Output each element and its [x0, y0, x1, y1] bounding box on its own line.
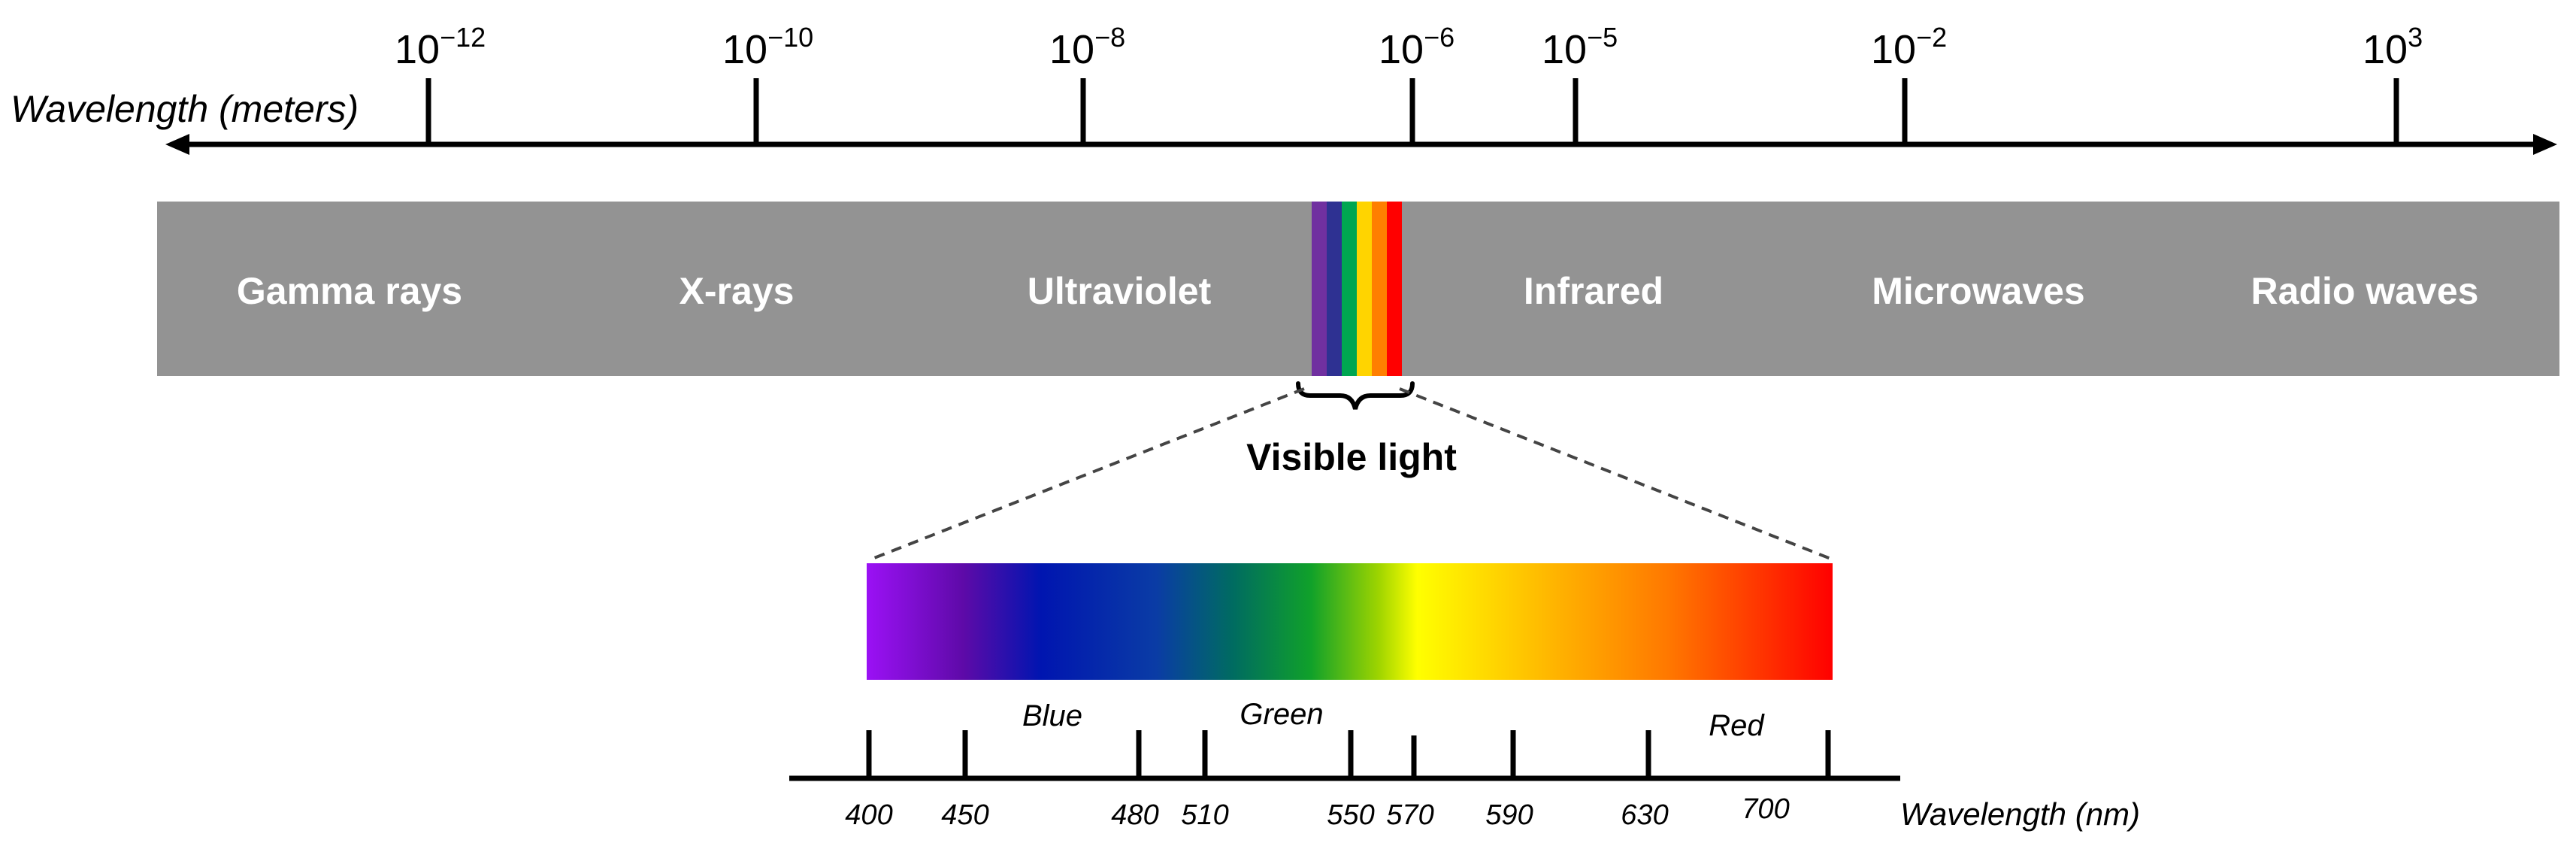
- top-axis-tick-label: 103: [2363, 22, 2423, 72]
- top-axis-tick: 10−12: [395, 22, 486, 144]
- visible-stripe: [1372, 202, 1387, 376]
- top-axis-tick-label: 10−8: [1049, 22, 1125, 72]
- visible-stripe: [1327, 202, 1342, 376]
- top-axis-tick-label: 10−10: [722, 22, 813, 72]
- nm-axis-tick-label: 510: [1181, 799, 1228, 831]
- visible-stripe: [1312, 202, 1327, 376]
- top-axis-tick-label: 10−2: [1871, 22, 1947, 72]
- top-axis-tick: 10−5: [1542, 22, 1618, 144]
- nm-axis-tick: 480: [1111, 730, 1159, 831]
- zoom-line-left: [870, 387, 1305, 561]
- nm-axis-tick: 590: [1485, 730, 1533, 831]
- color-name-blue: Blue: [1022, 699, 1082, 732]
- visible-stripe: [1342, 202, 1357, 376]
- brace-icon: [1296, 381, 1415, 410]
- band-label: X-rays: [680, 270, 795, 312]
- visible-light-stripes: [1312, 202, 1402, 376]
- color-names: Blue Green Red: [1022, 698, 1765, 742]
- nm-axis-tick-label: 590: [1485, 799, 1533, 831]
- nm-axis-tick: 400: [845, 730, 893, 831]
- band-label: Infrared: [1524, 270, 1663, 312]
- nm-axis-tick-label: 630: [1621, 799, 1668, 831]
- nm-wavelength-axis: 400 450 480 510 550 570 590 630 700 Wavelength (…: [789, 730, 2140, 832]
- top-axis-tick: 10−8: [1049, 22, 1125, 144]
- band-label: Ultraviolet: [1028, 270, 1212, 312]
- top-axis-tick: 10−10: [722, 22, 813, 144]
- visible-stripe: [1387, 202, 1402, 376]
- top-axis-tick: 10−2: [1871, 22, 1947, 144]
- visible-light-title: Visible light: [1246, 436, 1457, 478]
- nm-axis-tick: 570: [1386, 735, 1434, 831]
- top-wavelength-axis: Wavelength (meters) 10−12 10−10 10−8 10−6 10…: [11, 22, 2557, 155]
- nm-axis-tick-label: 450: [941, 799, 988, 831]
- top-axis-tick: 103: [2363, 22, 2423, 144]
- nm-axis-tick: 510: [1181, 730, 1229, 831]
- nm-axis-tick: 630: [1621, 730, 1669, 831]
- visible-light-callout: Visible light: [870, 381, 1833, 561]
- nm-axis-tick-label: 480: [1111, 799, 1158, 831]
- nm-axis-tick-label: 400: [845, 799, 892, 831]
- band-label: Microwaves: [1872, 270, 2084, 312]
- band-label: Gamma rays: [237, 270, 462, 312]
- left-arrowhead-icon: [165, 134, 189, 155]
- nm-axis-title: Wavelength (nm): [1900, 796, 2140, 832]
- nm-axis-tick-label: 550: [1327, 799, 1374, 831]
- top-axis-tick-label: 10−12: [395, 22, 486, 72]
- nm-axis-tick: 550: [1327, 730, 1375, 831]
- top-axis-tick: 10−6: [1379, 22, 1454, 144]
- top-axis-tick-label: 10−6: [1379, 22, 1454, 72]
- visible-spectrum-gradient: [867, 563, 1833, 680]
- nm-axis-tick-label: 700: [1742, 793, 1789, 825]
- color-name-green: Green: [1240, 698, 1323, 731]
- top-axis-title: Wavelength (meters): [11, 88, 359, 130]
- top-axis-tick-label: 10−5: [1542, 22, 1618, 72]
- color-name-red: Red: [1709, 709, 1765, 742]
- nm-axis-tick-label: 570: [1386, 799, 1433, 831]
- zoom-line-right: [1399, 387, 1833, 561]
- visible-stripe: [1357, 202, 1372, 376]
- band-label: Radio waves: [2251, 270, 2479, 312]
- nm-axis-tick: 450: [941, 730, 989, 831]
- spectrum-band: Gamma rays X-rays Ultraviolet Infrared Micro…: [157, 202, 2559, 376]
- right-arrowhead-icon: [2533, 134, 2557, 155]
